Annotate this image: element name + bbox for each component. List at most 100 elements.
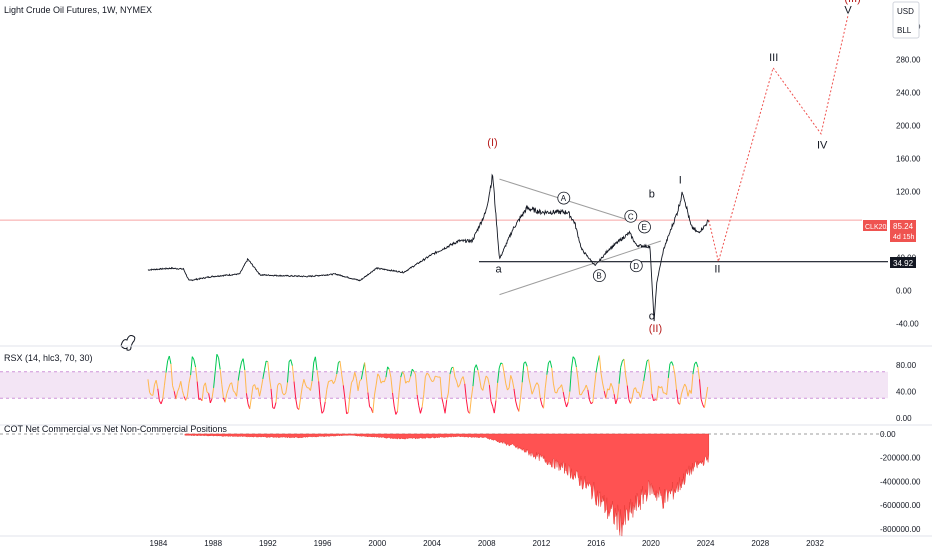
rsi-segment (412, 369, 414, 371)
rsi-y-tick-label: 80.00 (896, 361, 917, 370)
rsi-segment (590, 400, 592, 404)
wave-label-c: C (628, 212, 634, 221)
x-tick-label: 2008 (478, 539, 496, 548)
y-tick-label: 200.00 (896, 122, 921, 131)
rsi-segment (596, 362, 598, 372)
wave-label-b: b (649, 188, 655, 200)
x-tick-label: 2024 (697, 539, 715, 548)
price-series (148, 175, 709, 321)
y-tick-label: 280.00 (896, 56, 921, 65)
rsi-band (0, 372, 888, 398)
wave-label-b: B (596, 272, 601, 281)
x-tick-label: 1984 (150, 539, 168, 548)
rsi-segment (166, 361, 168, 373)
wave-label-a: a (496, 263, 503, 275)
rsi-segment (345, 399, 347, 414)
wave-label-primary-i: (I) (487, 137, 497, 149)
rsi-segment (621, 361, 623, 367)
x-tick-label: 2004 (423, 539, 441, 548)
rsi-segment (516, 401, 518, 407)
rsi-segment (315, 357, 317, 370)
rsi-segment (567, 402, 569, 407)
last-price-label: CLK2024 85.24 4d 15h (863, 220, 916, 242)
rsi-segment (329, 381, 331, 382)
rsi-segment (696, 362, 698, 367)
rsi-segment (494, 401, 496, 414)
cot-area (185, 434, 709, 536)
currency-label: USD (897, 7, 914, 16)
rsi-segment (470, 398, 472, 413)
rsi-segment (435, 376, 437, 377)
wave-label-c: c (649, 310, 655, 322)
wave-label-e: E (642, 223, 647, 232)
rsi-segment (437, 377, 439, 378)
rsi-segment (591, 402, 593, 404)
rsi-segment (645, 361, 647, 371)
rsi-y-tick-label: 40.00 (896, 388, 917, 397)
rsi-segment (701, 399, 703, 405)
rsi-segment (219, 358, 221, 370)
y-tick-label: 0.00 (896, 287, 912, 296)
rsi-segment (296, 398, 298, 408)
rsi-segment (466, 400, 468, 411)
y-tick-label: -40.00 (896, 320, 919, 329)
x-tick-label: 2020 (642, 539, 660, 548)
rsi-segment (291, 360, 293, 366)
rsi-segment (169, 356, 171, 364)
rsi-y-tick-label: 0.00 (896, 414, 912, 423)
rsi-segment (274, 402, 276, 408)
rsi-segment (575, 359, 577, 367)
rsi-segment (243, 359, 245, 370)
rsi-segment (599, 355, 601, 372)
rsi-segment (540, 398, 542, 405)
x-tick-label: 2012 (533, 539, 551, 548)
x-tick-label: 2000 (368, 539, 386, 548)
rsi-segment (442, 398, 444, 405)
rsi-segment (194, 360, 196, 367)
chart-title: Light Crude Oil Futures, 1W, NYMEX (4, 5, 152, 15)
rsi-segment (503, 364, 505, 373)
rsi-segment (394, 406, 396, 414)
price-text: 85.24 (893, 222, 914, 231)
y-tick-label: 160.00 (896, 155, 921, 164)
dinosaur-icon (121, 336, 135, 351)
currency-box[interactable]: USD BLL (893, 2, 919, 38)
wave-label-v: V (844, 4, 852, 16)
x-tick-label: 2016 (587, 539, 605, 548)
rsi-segment (445, 400, 447, 413)
rsi-segment (240, 362, 242, 370)
y-tick-label: 240.00 (896, 89, 921, 98)
rsi-segment (571, 357, 573, 369)
wave-label-a: A (561, 194, 567, 203)
rsi-segment (320, 402, 322, 414)
cot-y-tick-label: -400000.00 (880, 477, 921, 486)
rsi-segment (210, 399, 212, 403)
unit-label: BLL (897, 26, 912, 35)
rsi-segment (704, 398, 706, 408)
rsi-segment (161, 399, 163, 404)
cot-y-tick-label: -800000.00 (880, 525, 921, 534)
rsi-segment (499, 363, 501, 368)
rsi-segment (476, 365, 478, 370)
rsi-segment (631, 398, 633, 403)
rsi-segment (672, 362, 674, 366)
x-tick-label: 1996 (314, 539, 332, 548)
wave-label-d: D (633, 262, 639, 271)
rsi-segment (370, 407, 372, 409)
rsi-segment (388, 367, 390, 369)
rsi-segment (396, 411, 398, 414)
cot-y-tick-label: -600000.00 (880, 501, 921, 510)
wave-label-primary-ii: (II) (649, 323, 662, 335)
rsi-segment (324, 402, 326, 411)
rsi-segment (299, 398, 301, 410)
countdown-text: 4d 15h (893, 234, 915, 241)
x-tick-label: 1988 (204, 539, 222, 548)
y-tick-label: 120.00 (896, 188, 921, 197)
symbol-text: CLK2024 (865, 224, 894, 231)
rsi-pane-title: RSX (14, hlc3, 70, 30) (4, 353, 93, 363)
wave-label-iii: III (769, 52, 778, 64)
rsi-segment (491, 401, 493, 406)
rsi-segment (550, 361, 552, 368)
